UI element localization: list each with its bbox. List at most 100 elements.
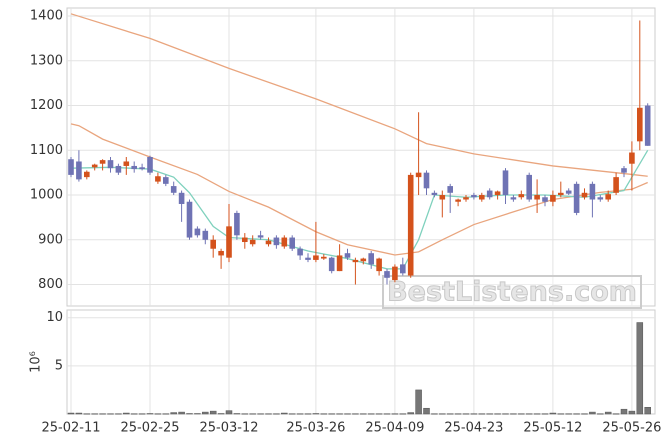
candle-body bbox=[423, 172, 430, 189]
candle-body bbox=[178, 192, 185, 204]
candle-body bbox=[99, 160, 106, 164]
x-tick-label: 25-03-12 bbox=[199, 421, 258, 436]
candle-body bbox=[550, 195, 556, 202]
volume-bar bbox=[241, 413, 249, 415]
volume-bar bbox=[273, 413, 280, 415]
candle-body bbox=[644, 105, 651, 146]
candle-body bbox=[573, 183, 580, 213]
volume-bar bbox=[407, 412, 414, 415]
candle-body bbox=[68, 159, 74, 175]
volume-bar bbox=[249, 413, 256, 415]
volume-bar bbox=[423, 407, 430, 415]
volume-bar bbox=[209, 410, 217, 415]
candle-body bbox=[471, 195, 477, 198]
candle-body bbox=[194, 228, 201, 236]
candle-body bbox=[147, 157, 153, 173]
volume-bar bbox=[178, 411, 185, 415]
candle-body bbox=[265, 240, 272, 245]
candle-body bbox=[479, 195, 485, 200]
volume-bar bbox=[367, 413, 375, 415]
candle-body bbox=[84, 171, 90, 178]
candle-body bbox=[313, 255, 319, 260]
y-tick-label: 900 bbox=[38, 232, 63, 247]
candle-body bbox=[170, 186, 177, 193]
candle-body bbox=[447, 186, 453, 193]
watermark-box bbox=[382, 275, 642, 309]
candle-body bbox=[534, 195, 540, 200]
y-tick-label: 10 bbox=[46, 310, 63, 325]
y-tick-label: 1000 bbox=[30, 188, 63, 203]
volume-bar bbox=[320, 413, 328, 415]
candle-body bbox=[234, 212, 240, 236]
candle-body bbox=[431, 192, 438, 196]
volume-bar bbox=[146, 413, 154, 415]
candle-body bbox=[202, 230, 209, 240]
volume-bar bbox=[494, 413, 501, 415]
price-frame bbox=[66, 7, 656, 307]
candle-body bbox=[407, 174, 414, 276]
volume-bar bbox=[399, 413, 407, 415]
candle-body bbox=[107, 160, 114, 169]
candle-body bbox=[249, 239, 256, 245]
candle-body bbox=[581, 192, 588, 198]
candle-body bbox=[629, 152, 635, 164]
candle-body bbox=[305, 257, 311, 260]
candle-body bbox=[502, 170, 509, 196]
candle-body bbox=[155, 176, 161, 182]
volume-bar bbox=[130, 413, 138, 415]
volume-bar bbox=[597, 413, 604, 415]
volume-bar bbox=[486, 413, 493, 415]
volume-bar bbox=[525, 413, 533, 415]
volume-bar bbox=[336, 413, 343, 415]
volume-bar bbox=[462, 413, 470, 415]
candle-body bbox=[344, 253, 351, 258]
volume-bar bbox=[288, 413, 296, 415]
volume-bar bbox=[99, 413, 106, 415]
volume-bar bbox=[186, 413, 193, 415]
volume-bar bbox=[510, 413, 517, 415]
volume-bar bbox=[644, 407, 651, 415]
candle-body bbox=[597, 197, 604, 200]
volume-bar bbox=[383, 413, 391, 415]
volume-bar bbox=[589, 411, 596, 415]
volume-bar bbox=[83, 413, 91, 415]
volume-bar bbox=[265, 413, 272, 415]
volume-bar bbox=[391, 413, 399, 415]
candle-body bbox=[518, 194, 525, 198]
volume-bar bbox=[502, 413, 509, 415]
candle-body bbox=[542, 197, 548, 202]
volume-bar bbox=[312, 413, 320, 415]
volume-bar bbox=[541, 413, 549, 415]
volume-bar bbox=[170, 412, 177, 415]
candle-body bbox=[210, 239, 216, 249]
volume-bar bbox=[217, 413, 225, 415]
candle-body bbox=[392, 266, 398, 281]
volume-bar bbox=[628, 410, 636, 415]
volume-bar bbox=[352, 413, 359, 415]
volume-bar bbox=[612, 413, 620, 415]
volume-bar bbox=[439, 413, 446, 415]
volume-bar bbox=[431, 413, 438, 415]
candle-body bbox=[368, 253, 374, 265]
candle-body bbox=[91, 164, 98, 168]
candle-body bbox=[115, 165, 122, 173]
candle-body bbox=[486, 190, 493, 198]
candle-body bbox=[400, 264, 406, 274]
candle-body bbox=[139, 167, 145, 170]
volume-bar bbox=[67, 412, 75, 415]
volume-bar bbox=[470, 413, 478, 415]
candle-body bbox=[273, 237, 280, 246]
candle-body bbox=[415, 172, 422, 178]
volume-bar bbox=[194, 413, 201, 415]
volume-bar bbox=[604, 411, 612, 415]
volume-bar bbox=[202, 411, 209, 415]
volume-bar bbox=[296, 413, 304, 415]
volume-bar bbox=[454, 413, 462, 415]
candle-body bbox=[186, 201, 193, 238]
candle-body bbox=[463, 197, 469, 200]
candle-body bbox=[242, 237, 248, 243]
volume-bar bbox=[75, 412, 83, 415]
candle-body bbox=[455, 199, 461, 202]
candle-body bbox=[384, 271, 390, 278]
